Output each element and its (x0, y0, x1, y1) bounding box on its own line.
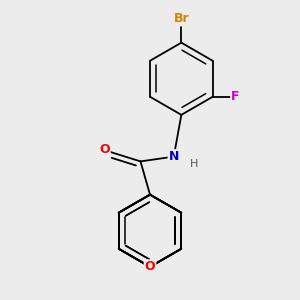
Text: Br: Br (173, 12, 189, 26)
Text: O: O (99, 143, 110, 157)
Text: H: H (190, 159, 198, 169)
Text: F: F (231, 90, 240, 103)
Text: N: N (169, 150, 179, 163)
Text: O: O (145, 260, 155, 273)
